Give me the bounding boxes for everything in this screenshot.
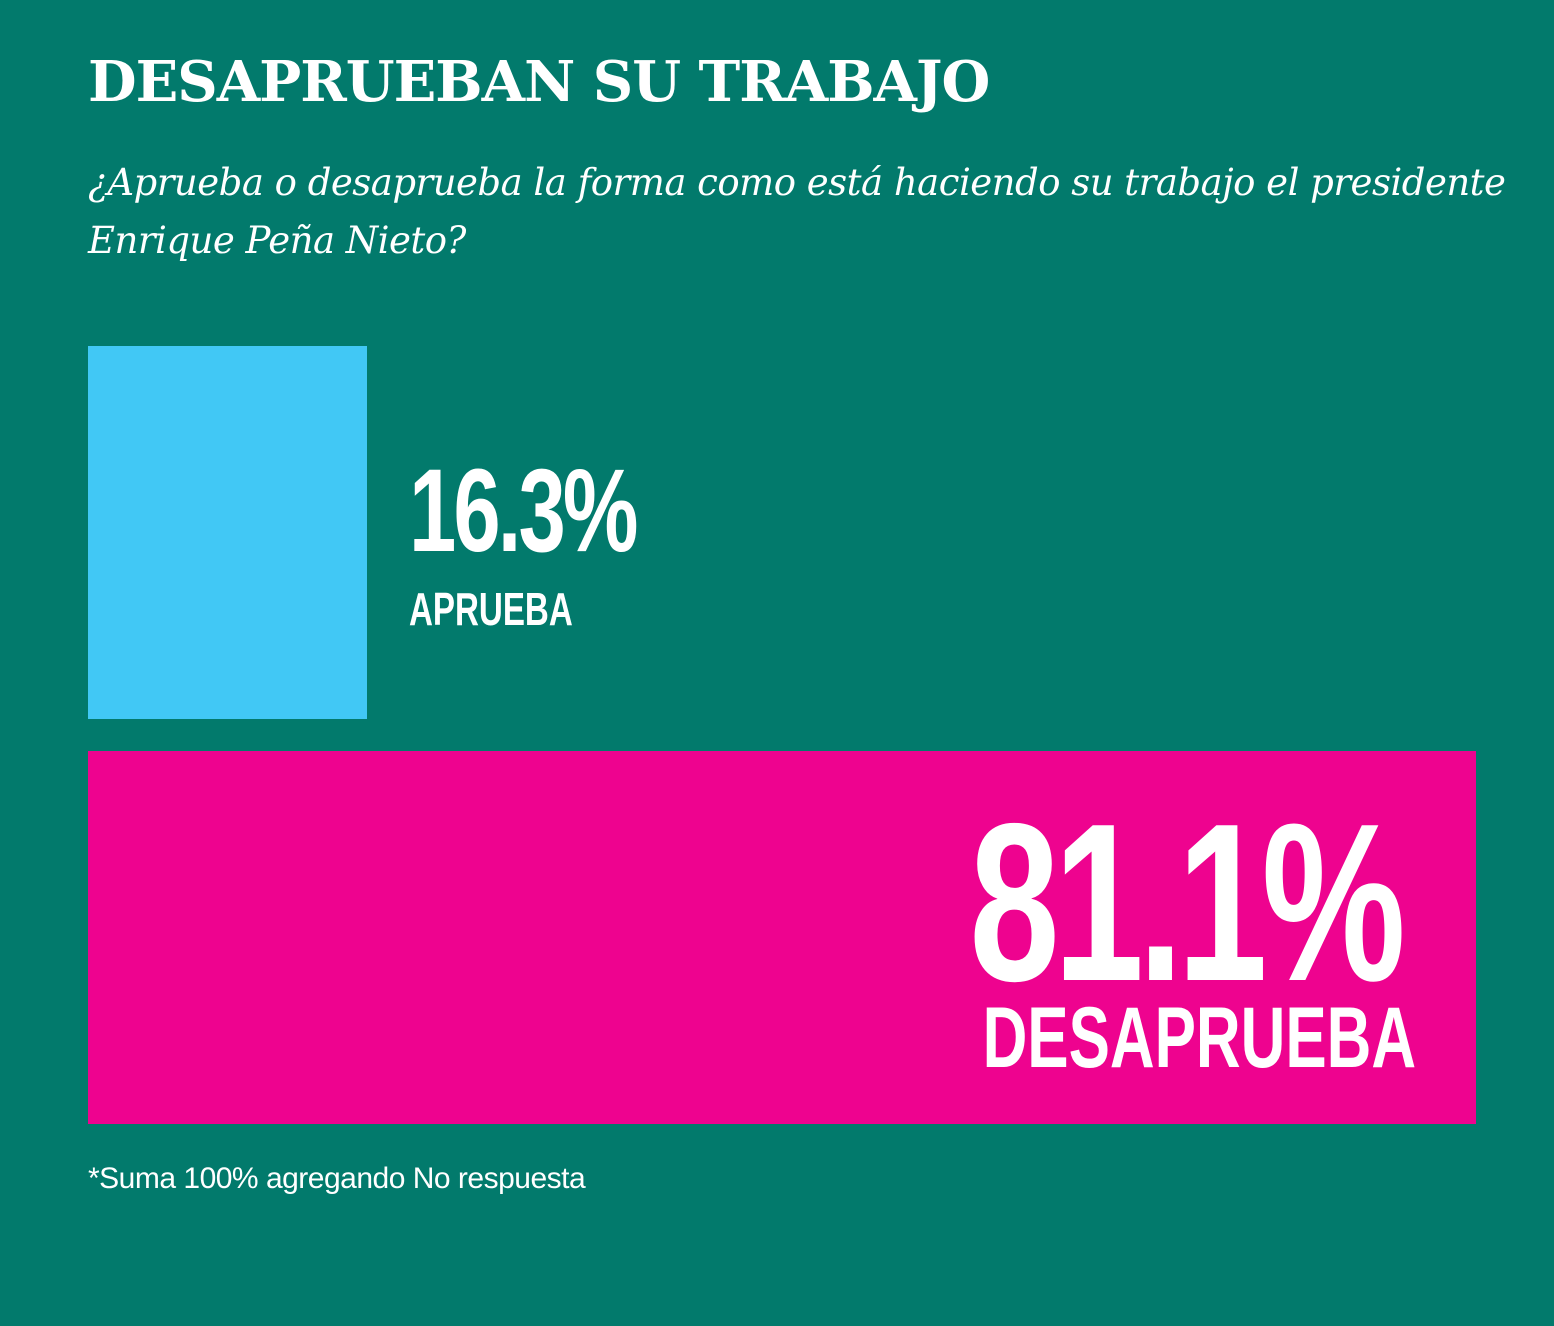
footnote: *Suma 100% agregando No respuesta [88,1162,586,1195]
category-label-desaprueba: DESAPRUEBA [982,990,1416,1086]
value-label-desaprueba: 81.1% [969,776,1405,1028]
value-label-aprueba: 16.3% [409,445,638,577]
bar-aprueba [88,346,367,719]
chart-subtitle: ¿Aprueba o desaprueba la forma como está… [88,161,1506,262]
chart-title: DESAPRUEBAN SU TRABAJO [88,49,990,115]
bar-desaprueba [88,751,1476,1124]
category-label-aprueba: APRUEBA [409,583,573,635]
